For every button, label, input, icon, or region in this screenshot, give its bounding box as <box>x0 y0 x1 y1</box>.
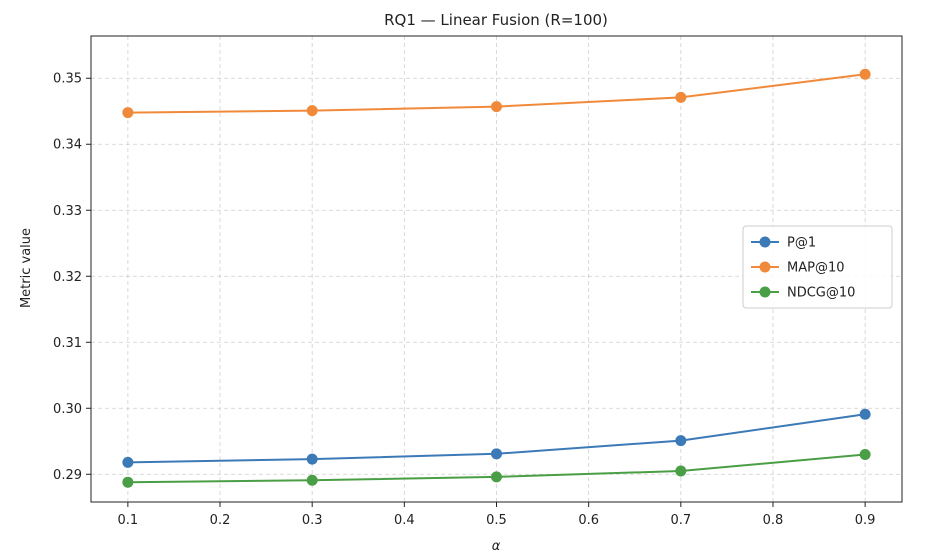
legend-marker-ndcg-10 <box>759 286 771 298</box>
series-layer <box>122 68 871 488</box>
data-point-ndcg-10 <box>306 474 318 486</box>
x-tick-label: 0.3 <box>302 513 323 528</box>
x-tick-label: 0.4 <box>394 513 415 528</box>
legend: P@1 MAP@10 NDCG@10 <box>742 225 893 309</box>
legend-label-p-1: P@1 <box>787 236 816 251</box>
y-tick-label: 0.29 <box>53 468 82 483</box>
series-p-1 <box>122 408 871 468</box>
x-tick-label: 0.7 <box>670 513 691 528</box>
y-tick-label: 0.35 <box>53 72 82 87</box>
series-map-10 <box>122 68 871 119</box>
legend-marker-p-1 <box>759 236 771 248</box>
x-tick-label: 0.8 <box>763 513 784 528</box>
y-axis-title: Metric value <box>19 228 34 308</box>
data-point-map-10 <box>859 68 871 80</box>
legend-label-ndcg-10: NDCG@10 <box>787 286 855 301</box>
y-tick-label: 0.32 <box>53 270 82 285</box>
grid <box>91 36 902 502</box>
y-tick-label: 0.30 <box>53 402 82 417</box>
y-tick-label: 0.31 <box>53 336 82 351</box>
data-point-p-1 <box>306 453 318 465</box>
x-tick-label: 0.9 <box>855 513 876 528</box>
x-tick-label: 0.1 <box>118 513 139 528</box>
legend-marker-map-10 <box>759 261 771 273</box>
chart-title: RQ1 — Linear Fusion (R=100) <box>384 11 608 29</box>
data-point-ndcg-10 <box>859 448 871 460</box>
data-point-ndcg-10 <box>491 471 502 483</box>
y-tick-label: 0.33 <box>53 204 82 219</box>
legend-label-map-10: MAP@10 <box>787 261 845 276</box>
data-point-map-10 <box>491 101 502 113</box>
x-tick-label: 0.2 <box>210 513 231 528</box>
y-tick-label: 0.34 <box>53 138 82 153</box>
data-point-map-10 <box>675 91 687 103</box>
data-point-ndcg-10 <box>675 465 687 477</box>
legend-box <box>742 225 893 309</box>
plot-frame <box>90 35 903 503</box>
data-point-p-1 <box>122 456 134 468</box>
x-tick-label: 0.5 <box>486 513 507 528</box>
data-point-ndcg-10 <box>122 476 134 488</box>
data-point-p-1 <box>675 435 687 447</box>
axes: 0.1 0.2 0.3 0.4 0.5 0.6 0.7 0.8 0.9 0.29 0.30 0.31 0… <box>53 72 875 528</box>
data-point-map-10 <box>122 107 134 119</box>
x-axis-title: α <box>492 539 501 554</box>
x-tick-label: 0.6 <box>578 513 599 528</box>
data-point-p-1 <box>491 448 502 460</box>
data-point-map-10 <box>306 105 318 117</box>
data-point-p-1 <box>859 408 871 420</box>
series-ndcg-10 <box>122 448 871 488</box>
